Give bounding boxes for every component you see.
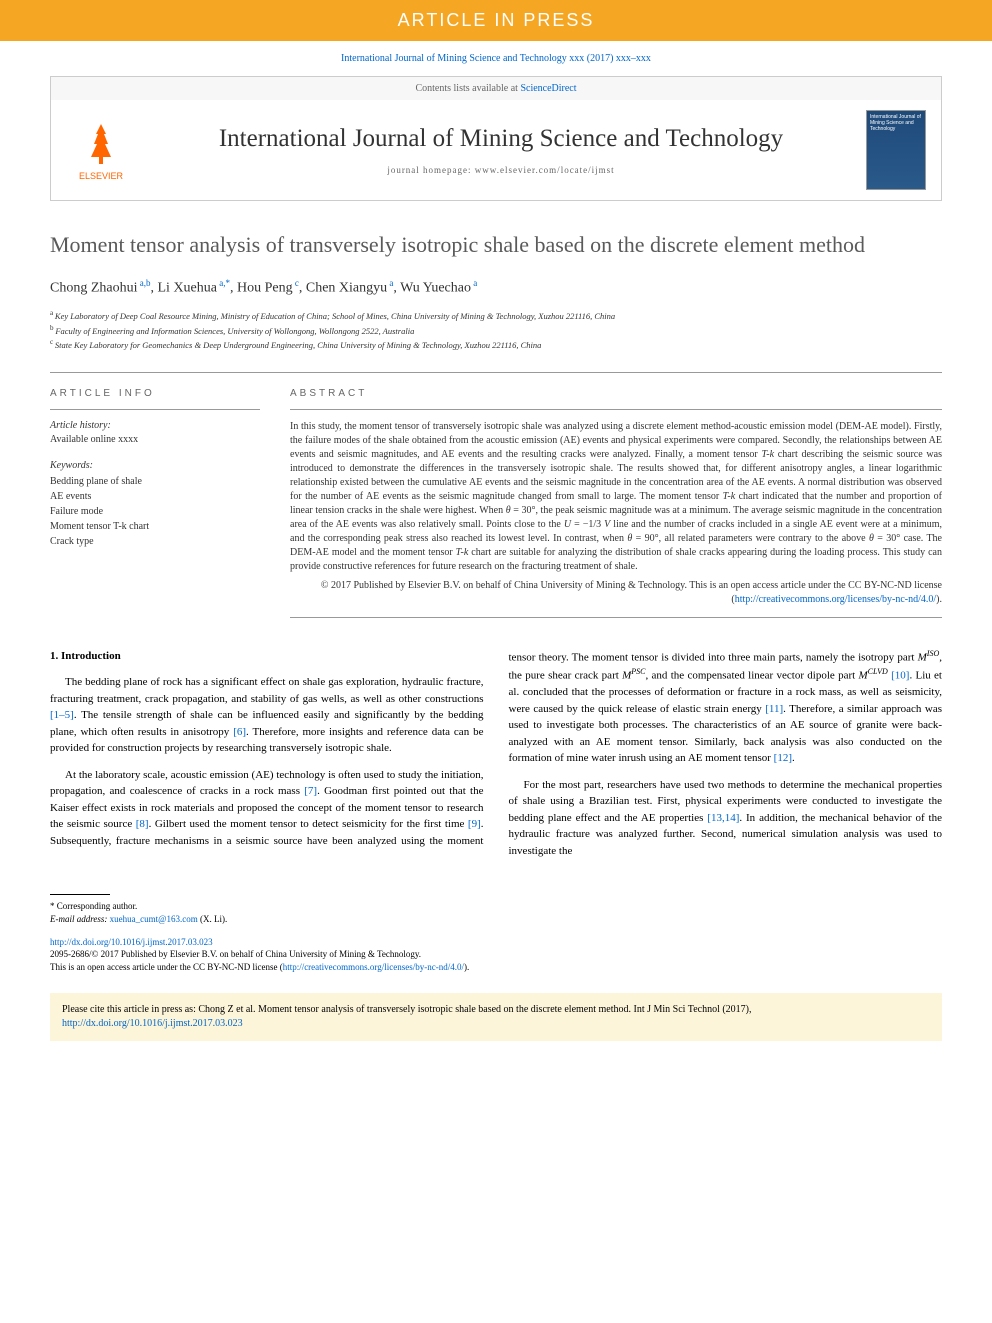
email-suffix: (X. Li). (198, 914, 228, 924)
citation[interactable]: [6] (233, 726, 246, 738)
keyword: Moment tensor T-k chart (50, 519, 260, 534)
citation[interactable]: [8] (136, 818, 149, 830)
corresponding-author: * Corresponding author. (50, 900, 942, 913)
citation[interactable]: [7] (304, 785, 317, 797)
introduction-section: 1. Introduction The bedding plane of roc… (50, 648, 942, 859)
author-name: Hou Peng (237, 280, 293, 295)
article-content: Moment tensor analysis of transversely i… (0, 201, 992, 879)
email-label: E-mail address: (50, 914, 110, 924)
license-link[interactable]: http://creativecommons.org/licenses/by-n… (735, 594, 936, 605)
sciencedirect-link[interactable]: ScienceDirect (520, 83, 576, 94)
keyword: Crack type (50, 534, 260, 549)
author-affiliation-sup: a (387, 278, 393, 288)
journal-homepage: journal homepage: www.elsevier.com/locat… (136, 165, 866, 175)
citation[interactable]: [11] (765, 703, 783, 715)
citation[interactable]: [1–5] (50, 709, 74, 721)
doi-link[interactable]: http://dx.doi.org/10.1016/j.ijmst.2017.0… (50, 937, 213, 947)
elsevier-label: ELSEVIER (79, 171, 123, 181)
citation-doi-link[interactable]: http://dx.doi.org/10.1016/j.ijmst.2017.0… (62, 1018, 243, 1029)
license-line: This is an open access article under the… (50, 961, 942, 974)
affiliations-list: a Key Laboratory of Deep Coal Resource M… (50, 308, 942, 352)
copyright-end: ). (936, 594, 942, 605)
cover-title: International Journal of Mining Science … (867, 111, 925, 135)
abstract-column: ABSTRACT In this study, the moment tenso… (290, 388, 942, 618)
affiliation: c State Key Laboratory for Geomechanics … (50, 337, 942, 352)
author-name: Li Xuehua (158, 280, 217, 295)
author-affiliation-sup: a (471, 278, 477, 288)
citation[interactable]: [10] (888, 670, 910, 682)
history-label: Article history: (50, 420, 260, 431)
email-link[interactable]: xuehua_cumt@163.com (110, 914, 198, 924)
issn-line: 2095-2686/© 2017 Published by Elsevier B… (50, 948, 942, 961)
citation[interactable]: [13,14] (707, 812, 739, 824)
affiliation: b Faculty of Engineering and Information… (50, 323, 942, 338)
corresponding-star-icon: * (225, 278, 230, 288)
copyright-text: © 2017 Published by Elsevier B.V. on beh… (290, 579, 942, 607)
section-heading: 1. Introduction (50, 648, 484, 665)
citation-text: Please cite this article in press as: Ch… (62, 1004, 752, 1015)
email-line: E-mail address: xuehua_cumt@163.com (X. … (50, 913, 942, 926)
article-in-press-banner: ARTICLE IN PRESS (0, 0, 992, 41)
journal-title-block: International Journal of Mining Science … (136, 125, 866, 175)
footnote-divider (50, 894, 110, 895)
contents-text: Contents lists available at (415, 83, 520, 94)
elsevier-tree-icon (76, 119, 126, 169)
abstract-text: In this study, the moment tensor of tran… (290, 420, 942, 574)
authors-list: Chong Zhaohui a,b, Li Xuehua a,*, Hou Pe… (50, 278, 942, 297)
keyword: Bedding plane of shale (50, 474, 260, 489)
author-name: Wu Yuechao (400, 280, 471, 295)
author-affiliation-sup: c (293, 278, 299, 288)
abstract-header: ABSTRACT (290, 388, 942, 399)
header-box: Contents lists available at ScienceDirec… (50, 76, 942, 201)
keywords-list: Bedding plane of shaleAE eventsFailure m… (50, 474, 260, 549)
citation[interactable]: [12] (774, 752, 792, 764)
affiliation: a Key Laboratory of Deep Coal Resource M… (50, 308, 942, 323)
contents-available: Contents lists available at ScienceDirec… (51, 77, 941, 100)
citation-box: Please cite this article in press as: Ch… (50, 993, 942, 1041)
citation[interactable]: [9] (468, 818, 481, 830)
article-title: Moment tensor analysis of transversely i… (50, 231, 942, 260)
journal-title: International Journal of Mining Science … (136, 125, 866, 153)
doi-block: http://dx.doi.org/10.1016/j.ijmst.2017.0… (0, 926, 992, 984)
footnotes: * Corresponding author. E-mail address: … (0, 900, 992, 925)
paragraph-3: For the most part, researchers have used… (509, 777, 943, 860)
author-name: Chong Zhaohui (50, 280, 138, 295)
elsevier-logo: ELSEVIER (66, 110, 136, 190)
license-link[interactable]: http://creativecommons.org/licenses/by-n… (283, 962, 464, 972)
article-info-column: ARTICLE INFO Article history: Available … (50, 388, 260, 618)
header-main: ELSEVIER International Journal of Mining… (51, 100, 941, 200)
info-abstract-row: ARTICLE INFO Article history: Available … (50, 388, 942, 618)
journal-cover-thumbnail: International Journal of Mining Science … (866, 110, 926, 190)
author-name: Chen Xiangyu (306, 280, 387, 295)
author-affiliation-sup: a,b (138, 278, 151, 288)
paragraph-1: The bedding plane of rock has a signific… (50, 674, 484, 757)
divider (50, 372, 942, 373)
history-available: Available online xxxx (50, 434, 260, 445)
keywords-label: Keywords: (50, 460, 260, 471)
keyword: Failure mode (50, 504, 260, 519)
keyword: AE events (50, 489, 260, 504)
article-info-header: ARTICLE INFO (50, 388, 260, 399)
journal-reference: International Journal of Mining Science … (0, 41, 992, 76)
